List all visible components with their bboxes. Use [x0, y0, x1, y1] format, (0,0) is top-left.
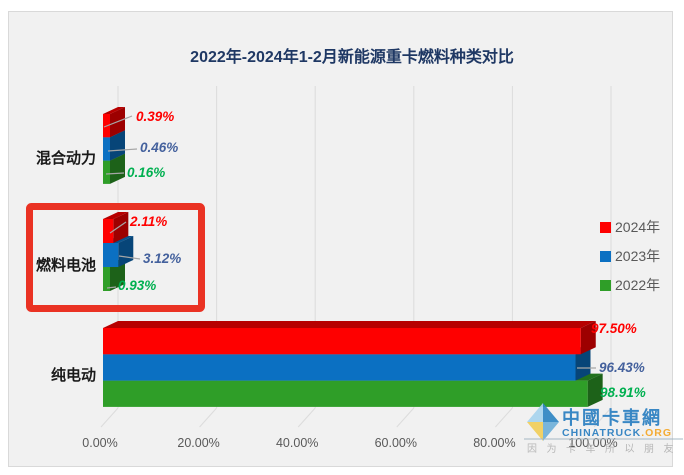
legend-label: 2024年: [615, 219, 660, 235]
axis-tick: [396, 407, 415, 428]
bar-2024年-纯电动: [103, 321, 596, 355]
label-leader-line: [118, 255, 141, 260]
watermark-slogan: 因为卡车所以朋友: [527, 442, 683, 455]
legend-swatch: [600, 222, 611, 233]
data-label: 98.91%: [600, 385, 646, 400]
label-leader-line: [105, 172, 125, 175]
axis-tick: [199, 407, 217, 428]
x-tick-label: 80.00%: [473, 436, 515, 450]
bar-2023年-纯电动: [103, 347, 591, 381]
x-tick-label: 60.00%: [375, 436, 417, 450]
category-label-纯电动: 纯电动: [51, 366, 96, 384]
legend-item-2024年: 2024年: [600, 219, 660, 235]
legend-label: 2022年: [615, 277, 660, 293]
legend-item-2023年: 2023年: [600, 248, 660, 264]
data-label: 0.16%: [127, 165, 165, 180]
x-tick-label: 40.00%: [276, 436, 318, 450]
label-leader-line: [106, 286, 117, 289]
category-label-燃料电池: 燃料电池: [36, 256, 96, 274]
x-tick-label: 20.00%: [177, 436, 219, 450]
legend-label: 2023年: [615, 248, 660, 264]
data-label: 3.12%: [143, 251, 181, 266]
category-label-混合动力: 混合动力: [36, 149, 96, 167]
data-label: 0.39%: [136, 109, 174, 124]
data-label: 97.50%: [591, 321, 637, 336]
x-tick-label: 0.00%: [82, 436, 117, 450]
watermark-site-name: 中國卡車網: [562, 407, 662, 428]
bar-2024年-燃料电池: [103, 212, 129, 243]
data-label: 96.43%: [599, 360, 645, 375]
legend-item-2022年: 2022年: [600, 277, 660, 293]
data-label: 2.11%: [129, 214, 167, 229]
legend: 2024年 2023年 2022年: [600, 219, 660, 293]
chart-title: 2022年-2024年1-2月新能源重卡燃料种类对比: [190, 47, 514, 66]
axis-tick: [593, 407, 612, 428]
label-leader-line: [107, 148, 138, 152]
label-leader-line: [103, 115, 133, 128]
watermark-domain: CHINATRUCK.ORG: [562, 427, 672, 439]
watermark: 中國卡車網 CHINATRUCK.ORG 因为卡车所以朋友: [524, 403, 683, 455]
bars-layer: [103, 107, 603, 407]
bar-labels-layer: 0.39% 0.46% 0.16% 2.11% 3.12% 0.93% 97.50% 96.4…: [103, 109, 646, 400]
data-label: 0.93%: [118, 278, 156, 293]
legend-swatch: [600, 280, 611, 291]
data-label: 0.46%: [140, 140, 178, 155]
axis-tick: [297, 407, 316, 428]
axis-tick: [495, 407, 513, 428]
watermark-logo-icon: [527, 403, 543, 422]
legend-swatch: [600, 251, 611, 262]
highlight-box: [26, 203, 205, 312]
label-leader-line: [109, 221, 127, 234]
axis-tick: [100, 407, 119, 428]
